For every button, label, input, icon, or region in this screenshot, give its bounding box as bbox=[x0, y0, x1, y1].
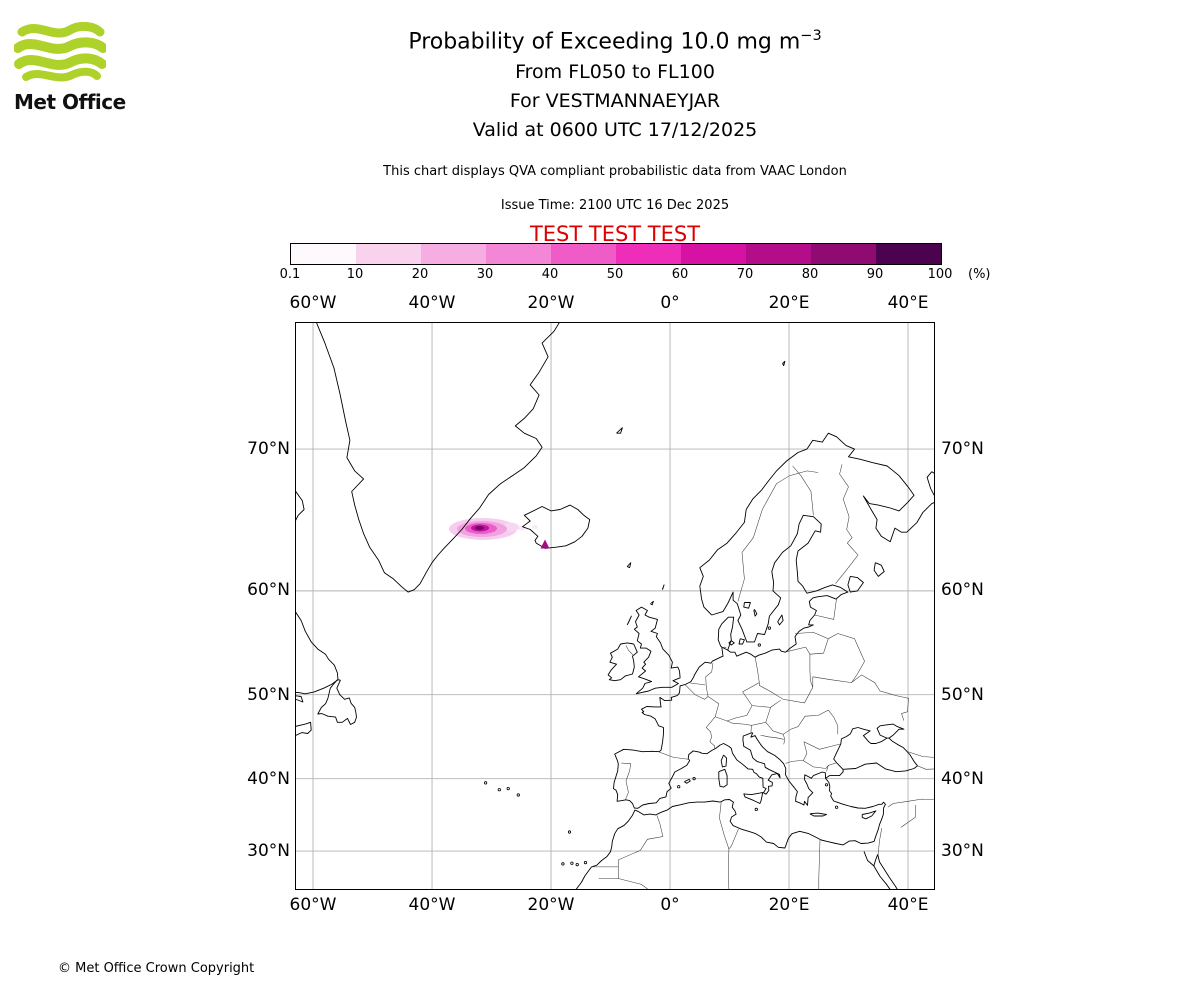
colorbar-tick-label: 10 bbox=[346, 267, 364, 282]
coastlines bbox=[295, 322, 935, 890]
lon-label-top: 20°E bbox=[768, 293, 810, 313]
colorbar bbox=[290, 243, 942, 265]
small-islands bbox=[484, 626, 839, 867]
copyright: © Met Office Crown Copyright bbox=[58, 961, 255, 976]
colorbar-tick-label: 90 bbox=[866, 267, 884, 282]
lon-label-bottom: 20°W bbox=[527, 895, 575, 915]
colorbar-segment bbox=[616, 244, 681, 264]
lon-label-bottom: 20°E bbox=[768, 895, 810, 915]
colorbar-segment bbox=[486, 244, 551, 264]
colorbar-segment bbox=[356, 244, 421, 264]
colorbar-unit: (%) bbox=[968, 267, 991, 282]
flight-level-line: From FL050 to FL100 bbox=[515, 61, 715, 84]
lat-label-left: 30°N bbox=[247, 841, 290, 861]
grid-lines bbox=[295, 322, 935, 890]
colorbar-segment bbox=[421, 244, 486, 264]
colorbar-segment bbox=[551, 244, 616, 264]
met-office-logo: Met Office bbox=[13, 21, 164, 114]
colorbar-ticks: 0.1 10 20 30 40 50 60 70 80 90 100 bbox=[280, 267, 953, 285]
lon-label-bottom: 0° bbox=[660, 895, 680, 915]
colorbar-tick-label: 40 bbox=[541, 267, 559, 282]
lon-label-top: 40°E bbox=[887, 293, 929, 313]
colorbar-segment bbox=[876, 244, 941, 264]
lon-label-top: 40°W bbox=[408, 293, 456, 313]
lat-label-left: 60°N bbox=[247, 580, 290, 600]
lat-label-right: 40°N bbox=[941, 769, 984, 789]
colorbar-tick-label: 20 bbox=[411, 267, 429, 282]
colorbar-tick-label: 0.1 bbox=[279, 267, 301, 282]
test-banner: TEST TEST TEST bbox=[529, 222, 701, 247]
header: Probability of Exceeding 10.0 mg m−3 Fro… bbox=[15, 0, 1200, 246]
lon-label-top: 20°W bbox=[527, 293, 575, 313]
title-text: Probability of Exceeding 10.0 mg m bbox=[408, 29, 801, 55]
lat-label-right: 30°N bbox=[941, 841, 984, 861]
lat-label-right: 70°N bbox=[941, 439, 984, 459]
valid-time-line: Valid at 0600 UTC 17/12/2025 bbox=[472, 119, 758, 142]
page-title: Probability of Exceeding 10.0 mg m−3 bbox=[15, 28, 1200, 54]
lat-label-left: 70°N bbox=[247, 439, 290, 459]
lat-label-right: 50°N bbox=[941, 685, 984, 705]
lon-label-bottom: 40°E bbox=[887, 895, 929, 915]
colorbar-tick-label: 70 bbox=[736, 267, 754, 282]
map bbox=[295, 322, 935, 890]
map-frame bbox=[295, 322, 935, 890]
colorbar-segment bbox=[746, 244, 811, 264]
colorbar-tick-label: 50 bbox=[606, 267, 624, 282]
volcano-marker bbox=[540, 539, 550, 549]
title-exponent: −3 bbox=[800, 28, 822, 44]
lat-label-left: 50°N bbox=[247, 685, 290, 705]
colorbar-tick-label: 60 bbox=[671, 267, 689, 282]
colorbar-segment bbox=[681, 244, 746, 264]
colorbar-segment bbox=[811, 244, 876, 264]
met-office-logo-text: Met Office bbox=[14, 90, 126, 114]
lon-label-bottom: 40°W bbox=[408, 895, 456, 915]
lon-label-top: 60°W bbox=[289, 293, 337, 313]
lon-label-bottom: 60°W bbox=[289, 895, 337, 915]
country-borders bbox=[591, 464, 935, 890]
volcano-line: For VESTMANNAEYJAR bbox=[509, 90, 721, 113]
issue-time: Issue Time: 2100 UTC 16 Dec 2025 bbox=[500, 198, 730, 214]
colorbar-segment bbox=[291, 244, 356, 264]
lon-label-top: 0° bbox=[660, 293, 680, 313]
qva-description: This chart displays QVA compliant probab… bbox=[383, 164, 847, 180]
lat-label-right: 60°N bbox=[941, 580, 984, 600]
colorbar-tick-label: 30 bbox=[476, 267, 494, 282]
colorbar-tick-label: 80 bbox=[801, 267, 819, 282]
colorbar-tick-label: 100 bbox=[927, 267, 953, 282]
lat-label-left: 40°N bbox=[247, 769, 290, 789]
met-office-logo-graphic bbox=[13, 21, 108, 82]
